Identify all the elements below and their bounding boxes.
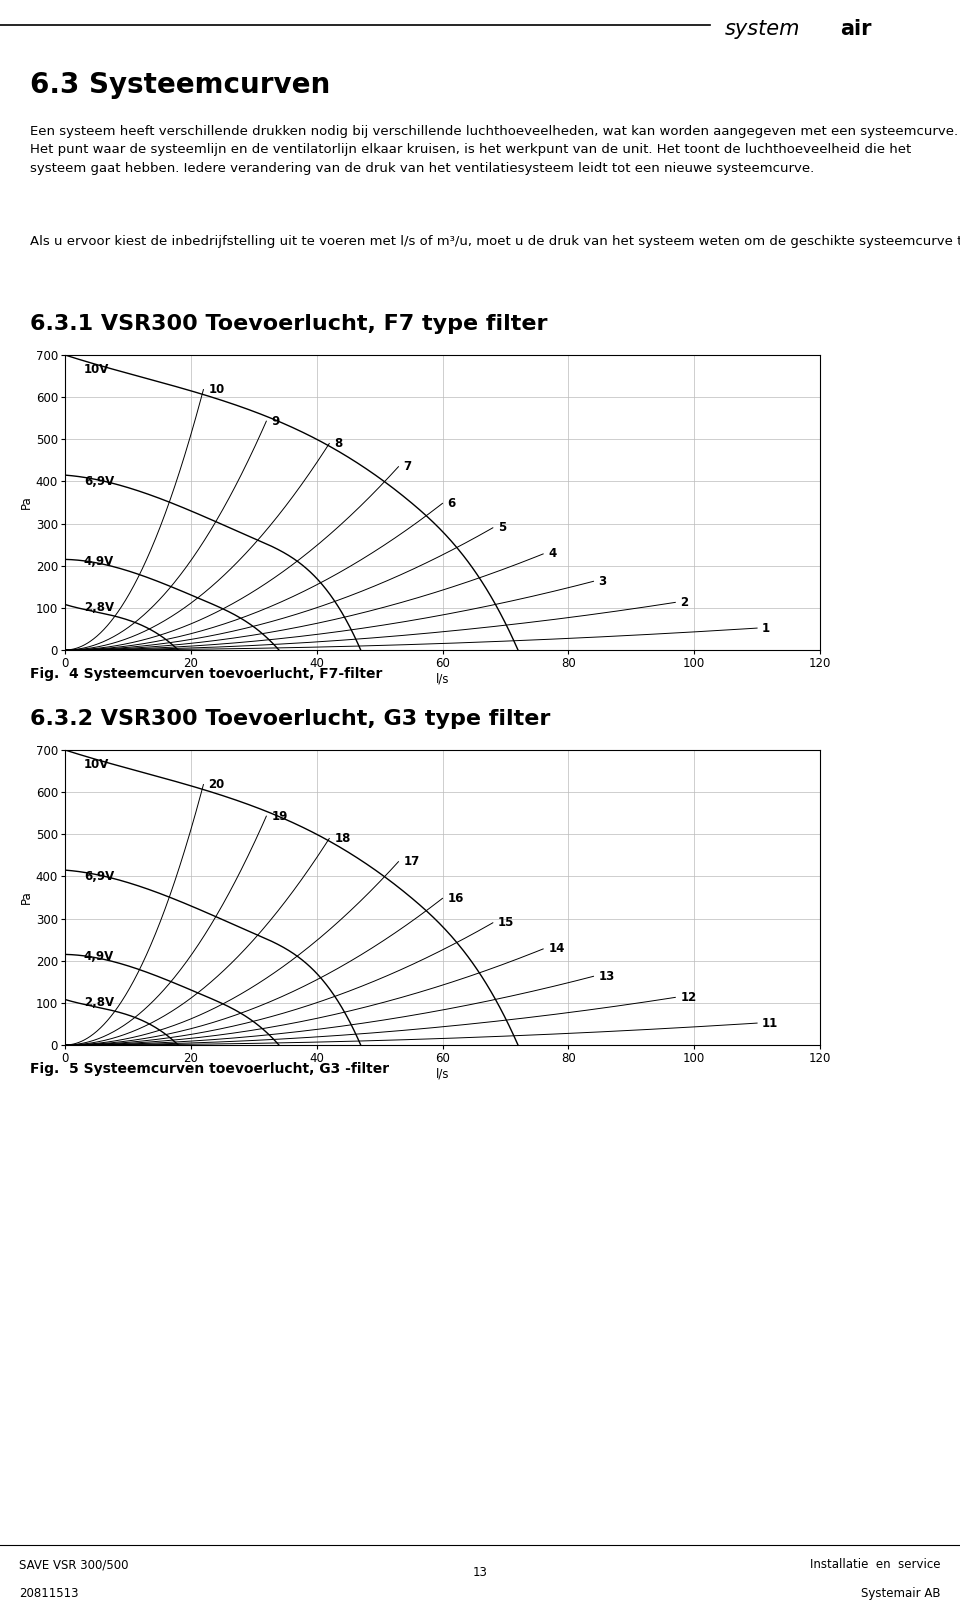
Text: 4: 4 — [548, 547, 557, 560]
Text: 11: 11 — [762, 1016, 779, 1029]
Text: 1: 1 — [762, 621, 770, 634]
Text: 6.3.2 VSR300 Toevoerlucht, G3 type filter: 6.3.2 VSR300 Toevoerlucht, G3 type filte… — [30, 709, 550, 729]
Text: 16: 16 — [447, 892, 464, 905]
Text: 10V: 10V — [84, 363, 109, 376]
Text: air: air — [840, 19, 872, 39]
Text: 5: 5 — [498, 522, 506, 534]
X-axis label: l/s: l/s — [436, 672, 449, 685]
Text: 9: 9 — [272, 414, 279, 427]
X-axis label: l/s: l/s — [436, 1067, 449, 1080]
Text: 17: 17 — [403, 855, 420, 868]
Text: 2,8V: 2,8V — [84, 602, 114, 615]
Text: 12: 12 — [681, 990, 697, 1003]
Text: Fig.  4 Systeemcurven toevoerlucht, F7-filter: Fig. 4 Systeemcurven toevoerlucht, F7-fi… — [30, 668, 382, 681]
Text: 20811513: 20811513 — [19, 1587, 79, 1600]
Text: 20: 20 — [208, 778, 225, 791]
Text: 18: 18 — [334, 831, 350, 844]
Text: Als u ervoor kiest de inbedrijfstelling uit te voeren met l/s of m³/u, moet u de: Als u ervoor kiest de inbedrijfstelling … — [30, 234, 960, 249]
Text: 4,9V: 4,9V — [84, 950, 114, 963]
Text: 14: 14 — [548, 942, 564, 955]
Text: 13: 13 — [472, 1566, 488, 1579]
Text: Systemair AB: Systemair AB — [861, 1587, 941, 1600]
Text: 2,8V: 2,8V — [84, 997, 114, 1010]
Text: 3: 3 — [598, 575, 607, 587]
Text: 4,9V: 4,9V — [84, 555, 114, 568]
Text: Installatie  en  service: Installatie en service — [810, 1558, 941, 1571]
Text: 2: 2 — [681, 595, 688, 608]
Text: 10: 10 — [208, 384, 225, 396]
Text: Fig.  5 Systeemcurven toevoerlucht, G3 -filter: Fig. 5 Systeemcurven toevoerlucht, G3 -f… — [30, 1063, 389, 1075]
Text: 13: 13 — [598, 969, 614, 982]
Text: 6.3 Systeemcurven: 6.3 Systeemcurven — [30, 71, 330, 100]
Text: 19: 19 — [272, 809, 288, 823]
Text: 6: 6 — [447, 498, 456, 510]
Text: system: system — [725, 19, 801, 39]
Text: 6,9V: 6,9V — [84, 870, 114, 883]
Text: 6.3.1 VSR300 Toevoerlucht, F7 type filter: 6.3.1 VSR300 Toevoerlucht, F7 type filte… — [30, 315, 547, 334]
Text: SAVE VSR 300/500: SAVE VSR 300/500 — [19, 1558, 129, 1571]
Text: Een systeem heeft verschillende drukken nodig bij verschillende luchthoeveelhede: Een systeem heeft verschillende drukken … — [30, 125, 958, 175]
Text: 7: 7 — [403, 461, 412, 473]
Text: 10V: 10V — [84, 758, 109, 772]
Text: 6,9V: 6,9V — [84, 475, 114, 488]
Text: 8: 8 — [334, 437, 343, 449]
Y-axis label: Pa: Pa — [20, 496, 33, 509]
Text: 15: 15 — [498, 916, 515, 929]
Y-axis label: Pa: Pa — [20, 891, 33, 904]
